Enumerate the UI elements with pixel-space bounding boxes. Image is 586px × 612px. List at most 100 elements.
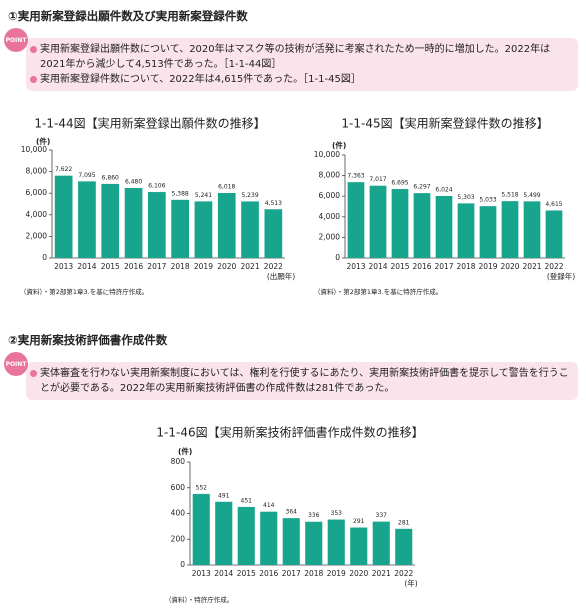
y-tick-label: 8,000 (319, 171, 341, 180)
y-tick-label: 2,000 (319, 232, 341, 241)
x-axis-label: (登録年) (547, 271, 575, 281)
x-tick-label: 2022 (394, 569, 413, 578)
x-tick-label: 2019 (327, 569, 346, 578)
value-label: 337 (376, 512, 388, 519)
bar (124, 188, 143, 258)
y-tick-label: 0 (335, 253, 340, 262)
bar (501, 201, 519, 258)
value-label: 491 (218, 492, 230, 499)
bar (347, 182, 365, 258)
value-label: 6,480 (125, 179, 142, 186)
x-tick-label: 2018 (304, 569, 323, 578)
bar (282, 518, 300, 565)
x-tick-label: 2018 (456, 262, 475, 271)
x-tick-label: 2018 (171, 262, 190, 271)
y-tick-label: 10,000 (21, 145, 47, 154)
x-axis-label: (年) (404, 578, 417, 588)
y-tick-label: 800 (171, 457, 186, 466)
value-label: 6,860 (102, 174, 119, 181)
bar (241, 201, 259, 258)
x-tick-label: 2017 (434, 262, 453, 271)
x-tick-label: 2015 (237, 569, 256, 578)
value-label: 414 (263, 502, 275, 509)
point-text: 実用新案登録件数について、2022年は4,615件であった。［1-1-45図］ (30, 72, 570, 87)
x-tick-label: 2013 (54, 262, 73, 271)
chart-title: 1-1-46図【実用新案技術評価書作成件数の推移】 (156, 425, 423, 440)
bar (305, 521, 323, 565)
y-tick-label: 2,000 (26, 231, 48, 240)
bar (101, 183, 120, 258)
x-tick-label: 2016 (124, 262, 143, 271)
x-axis-label: (出願年) (267, 271, 295, 281)
x-tick-label: 2014 (214, 569, 233, 578)
value-label: 5,499 (523, 192, 540, 199)
value-label: 6,024 (435, 186, 452, 193)
value-label: 5,239 (241, 192, 258, 199)
y-tick-label: 600 (171, 483, 186, 492)
x-tick-label: 2021 (241, 262, 260, 271)
section-heading: ②実用新案技術評価書作成件数 (8, 333, 168, 347)
value-label: 5,033 (479, 197, 496, 204)
y-unit: (件) (332, 140, 346, 150)
point-text: 実用新案登録出願件数について、2020年はマスク等の技術が活発に考案されたため一… (30, 42, 570, 72)
x-tick-label: 2020 (349, 569, 368, 578)
y-tick-label: 0 (180, 560, 185, 569)
value-label: 6,297 (413, 184, 430, 191)
x-tick-label: 2014 (77, 262, 96, 271)
y-tick-label: 400 (171, 509, 186, 518)
x-tick-label: 2014 (368, 262, 387, 271)
bar (545, 210, 563, 258)
point-text: 実体審査を行わない実用新案制度においては、権利を行使するにあたり、実用新案技術評… (30, 368, 569, 394)
y-tick-label: 4,000 (319, 212, 341, 221)
value-label: 4,513 (265, 200, 282, 207)
y-tick-label: 6,000 (319, 191, 341, 200)
y-unit: (件) (36, 136, 50, 146)
x-tick-label: 2016 (412, 262, 431, 271)
x-tick-label: 2013 (346, 262, 365, 271)
bar (369, 185, 387, 258)
value-label: 451 (241, 497, 253, 504)
value-label: 336 (308, 512, 320, 519)
bar (327, 519, 345, 565)
x-tick-label: 2017 (282, 569, 301, 578)
bar (457, 203, 475, 258)
x-tick-label: 2019 (194, 262, 213, 271)
bar (523, 201, 541, 258)
y-tick-label: 4,000 (26, 210, 48, 219)
bar (215, 501, 233, 565)
bar (264, 209, 283, 258)
point-box: 実用新案登録出願件数について、2020年はマスク等の技術が活発に考案されたため一… (26, 38, 578, 91)
point-badge: POINT (4, 28, 28, 52)
y-tick-label: 6,000 (26, 188, 48, 197)
value-label: 291 (353, 518, 365, 525)
bar (260, 511, 278, 565)
x-tick-label: 2015 (390, 262, 409, 271)
value-label: 353 (331, 510, 343, 517)
value-label: 6,106 (148, 183, 165, 190)
value-label: 6,695 (391, 180, 408, 187)
bar (391, 189, 409, 258)
bar (217, 193, 236, 258)
section-heading: ①実用新案登録出願件数及び実用新案登録件数 (8, 9, 248, 23)
value-label: 5,303 (457, 194, 474, 201)
value-label: 7,095 (78, 172, 95, 179)
x-tick-label: 2016 (259, 569, 278, 578)
x-tick-label: 2015 (101, 262, 120, 271)
source-note: （資料）・特許庁作成。 (165, 595, 233, 604)
x-tick-label: 2022 (544, 262, 563, 271)
x-tick-label: 2019 (478, 262, 497, 271)
bar (147, 192, 166, 258)
value-label: 4,615 (545, 201, 562, 208)
value-label: 7,363 (347, 173, 364, 180)
bar (54, 175, 73, 258)
value-label: 5,241 (195, 192, 212, 199)
x-tick-label: 2020 (217, 262, 236, 271)
bar (395, 528, 413, 565)
x-tick-label: 2013 (192, 569, 211, 578)
bar (413, 193, 431, 258)
value-label: 5,518 (501, 192, 518, 199)
point-box: 実体審査を行わない実用新案制度においては、権利を行使するにあたり、実用新案技術評… (26, 362, 578, 400)
bar (192, 493, 210, 565)
